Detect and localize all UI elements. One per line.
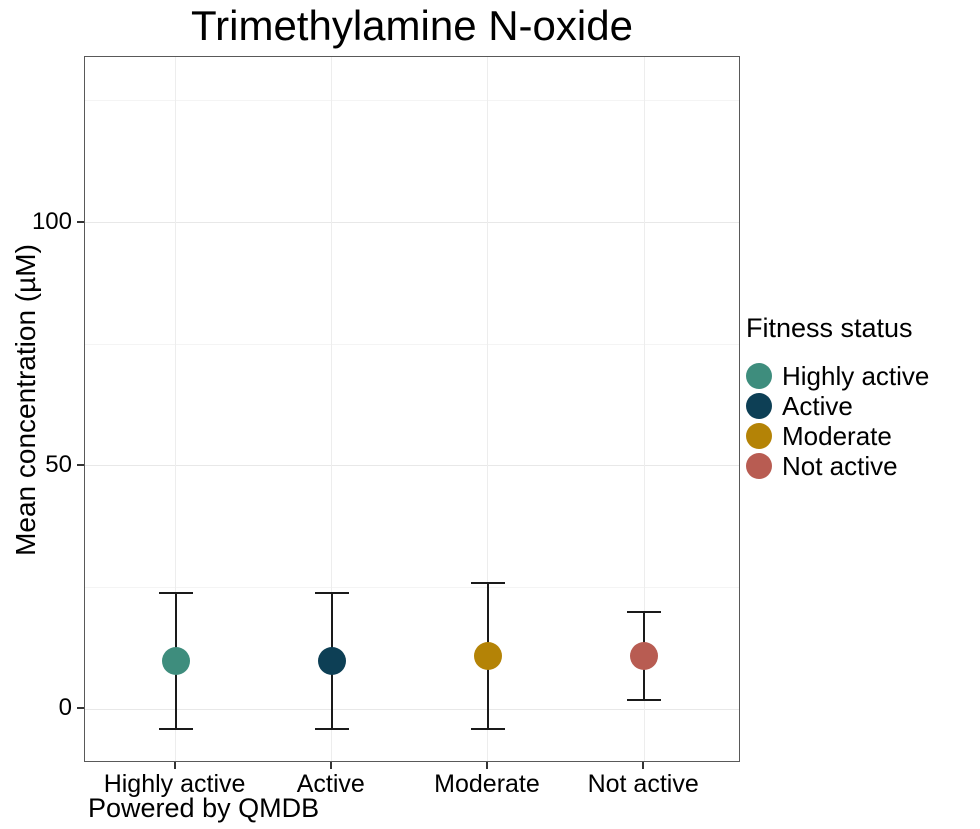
gridline-minor bbox=[85, 587, 739, 589]
gridline-major bbox=[85, 708, 739, 710]
y-axis-tick bbox=[77, 707, 84, 710]
gridline-minor bbox=[85, 100, 739, 102]
x-axis-tick bbox=[485, 762, 488, 769]
data-point-highly-active bbox=[161, 646, 190, 675]
x-axis-tick-label-active: Active bbox=[296, 770, 365, 798]
x-axis-tick bbox=[173, 762, 176, 769]
x-axis-tick bbox=[642, 762, 645, 769]
gridline-major bbox=[85, 222, 739, 224]
error-bar-cap-bottom bbox=[158, 727, 193, 730]
y-axis-tick-label: 0 bbox=[58, 694, 72, 722]
legend-items: Highly active Active Moderate Not active bbox=[746, 361, 929, 481]
gridline-minor bbox=[85, 343, 739, 345]
legend-item-active: Active bbox=[746, 391, 929, 421]
x-axis-tick-label-moderate: Moderate bbox=[434, 770, 540, 798]
x-axis-tick bbox=[329, 762, 332, 769]
legend-item-moderate: Moderate bbox=[746, 421, 929, 451]
y-axis-tick-label: 50 bbox=[45, 450, 72, 478]
y-axis-tick bbox=[77, 220, 84, 223]
error-bar-cap-top bbox=[627, 611, 662, 614]
caption: Powered by QMDB bbox=[88, 793, 320, 823]
error-bar-cap-top bbox=[158, 591, 193, 594]
data-point-moderate bbox=[473, 641, 502, 670]
error-bar-cap-bottom bbox=[470, 727, 505, 730]
error-bar-cap-bottom bbox=[627, 698, 662, 701]
y-axis-tick-label: 100 bbox=[31, 207, 72, 235]
error-bar-cap-bottom bbox=[314, 727, 349, 730]
legend-swatch-not-active-icon bbox=[746, 453, 772, 479]
legend-swatch-highly-active-icon bbox=[746, 363, 772, 389]
data-point-active bbox=[317, 646, 346, 675]
gridline-vertical bbox=[487, 57, 489, 761]
plot-panel bbox=[84, 56, 740, 762]
legend-item-not-active: Not active bbox=[746, 451, 929, 481]
error-bar-cap-top bbox=[314, 591, 349, 594]
x-axis-tick-label-not-active: Not active bbox=[587, 770, 699, 798]
gridline-vertical bbox=[175, 57, 177, 761]
legend-swatch-active-icon bbox=[746, 393, 772, 419]
legend: Fitness status Highly active Active Modera… bbox=[746, 312, 929, 481]
legend-title: Fitness status bbox=[746, 313, 913, 343]
gridline-vertical bbox=[643, 57, 645, 761]
legend-item-highly-active: Highly active bbox=[746, 361, 929, 391]
gridline-major bbox=[85, 465, 739, 467]
y-axis-tick bbox=[77, 463, 84, 466]
chart-title: Trimethylamine N-oxide bbox=[191, 2, 633, 49]
legend-label: Not active bbox=[782, 450, 898, 481]
legend-swatch-moderate-icon bbox=[746, 423, 772, 449]
legend-label: Highly active bbox=[782, 360, 930, 391]
legend-label: Moderate bbox=[782, 420, 892, 451]
y-axis-title: Mean concentration (µM) bbox=[10, 244, 41, 556]
data-point-not-active bbox=[630, 641, 659, 670]
gridline-vertical bbox=[331, 57, 333, 761]
error-bar-cap-top bbox=[470, 581, 505, 584]
x-axis-tick-label-highly-active: Highly active bbox=[103, 770, 246, 798]
legend-label: Active bbox=[782, 390, 853, 421]
